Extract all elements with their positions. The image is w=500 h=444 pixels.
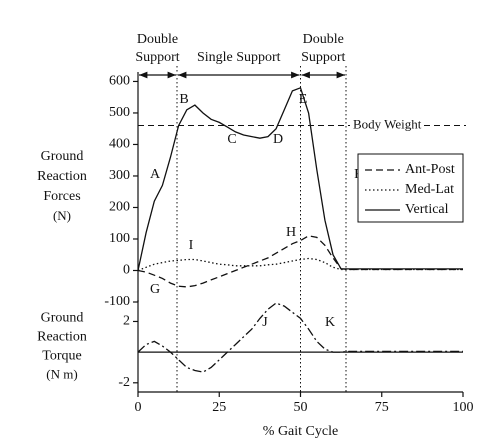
phase-label: Double — [303, 32, 344, 47]
x-tick-label: 0 — [135, 400, 142, 415]
y-tick-label: 400 — [109, 137, 130, 152]
x-axis-label: % Gait Cycle — [263, 424, 338, 439]
annotation: C — [227, 132, 236, 147]
series-line — [137, 86, 463, 271]
annotation: B — [179, 92, 188, 107]
legend-label: Med-Lat — [405, 182, 454, 197]
y-tick-label: 500 — [109, 105, 130, 120]
annotation: K — [325, 315, 335, 330]
y-axis-label: (N m) — [46, 366, 77, 381]
legend-box — [357, 153, 464, 223]
phase-label: Support — [301, 50, 345, 65]
y-axis-label: (N) — [53, 208, 71, 223]
y-axis-label: Reaction — [37, 330, 87, 345]
annotation: J — [262, 315, 268, 330]
y-tick-label: 200 — [109, 200, 130, 215]
legend-label: Ant-Post — [405, 162, 455, 177]
y-axis-label: Ground — [41, 149, 84, 164]
phase-label: Single Support — [197, 50, 281, 65]
phase-label: Double — [137, 32, 178, 47]
y-tick-label: 100 — [109, 231, 130, 246]
reference-label: Body Weight — [353, 117, 422, 132]
x-tick-label: 50 — [294, 400, 308, 415]
y-axis-label: Reaction — [37, 169, 87, 184]
x-tick-label: 25 — [212, 400, 226, 415]
annotation: A — [150, 167, 161, 182]
y-axis-label: Forces — [43, 189, 80, 204]
y-axis-label: Torque — [42, 349, 81, 364]
x-tick-label: 100 — [453, 400, 474, 415]
annotation: I — [189, 238, 194, 253]
annotation: D — [273, 132, 283, 147]
y-tick-label: 300 — [109, 168, 130, 183]
legend-label: Vertical — [405, 202, 449, 217]
x-tick-label: 75 — [375, 400, 389, 415]
phase-label: Support — [135, 50, 179, 65]
y-tick-label: 0 — [123, 263, 130, 278]
y-tick-label: 2 — [123, 314, 130, 329]
annotation: H — [286, 225, 296, 240]
series-line — [137, 302, 463, 373]
annotation: E — [299, 92, 308, 107]
y-tick-label: 600 — [109, 74, 130, 89]
y-axis-label: Ground — [41, 311, 84, 326]
y-tick-label: -2 — [118, 375, 130, 390]
y-tick-label: -100 — [104, 294, 130, 309]
annotation: G — [150, 282, 160, 297]
